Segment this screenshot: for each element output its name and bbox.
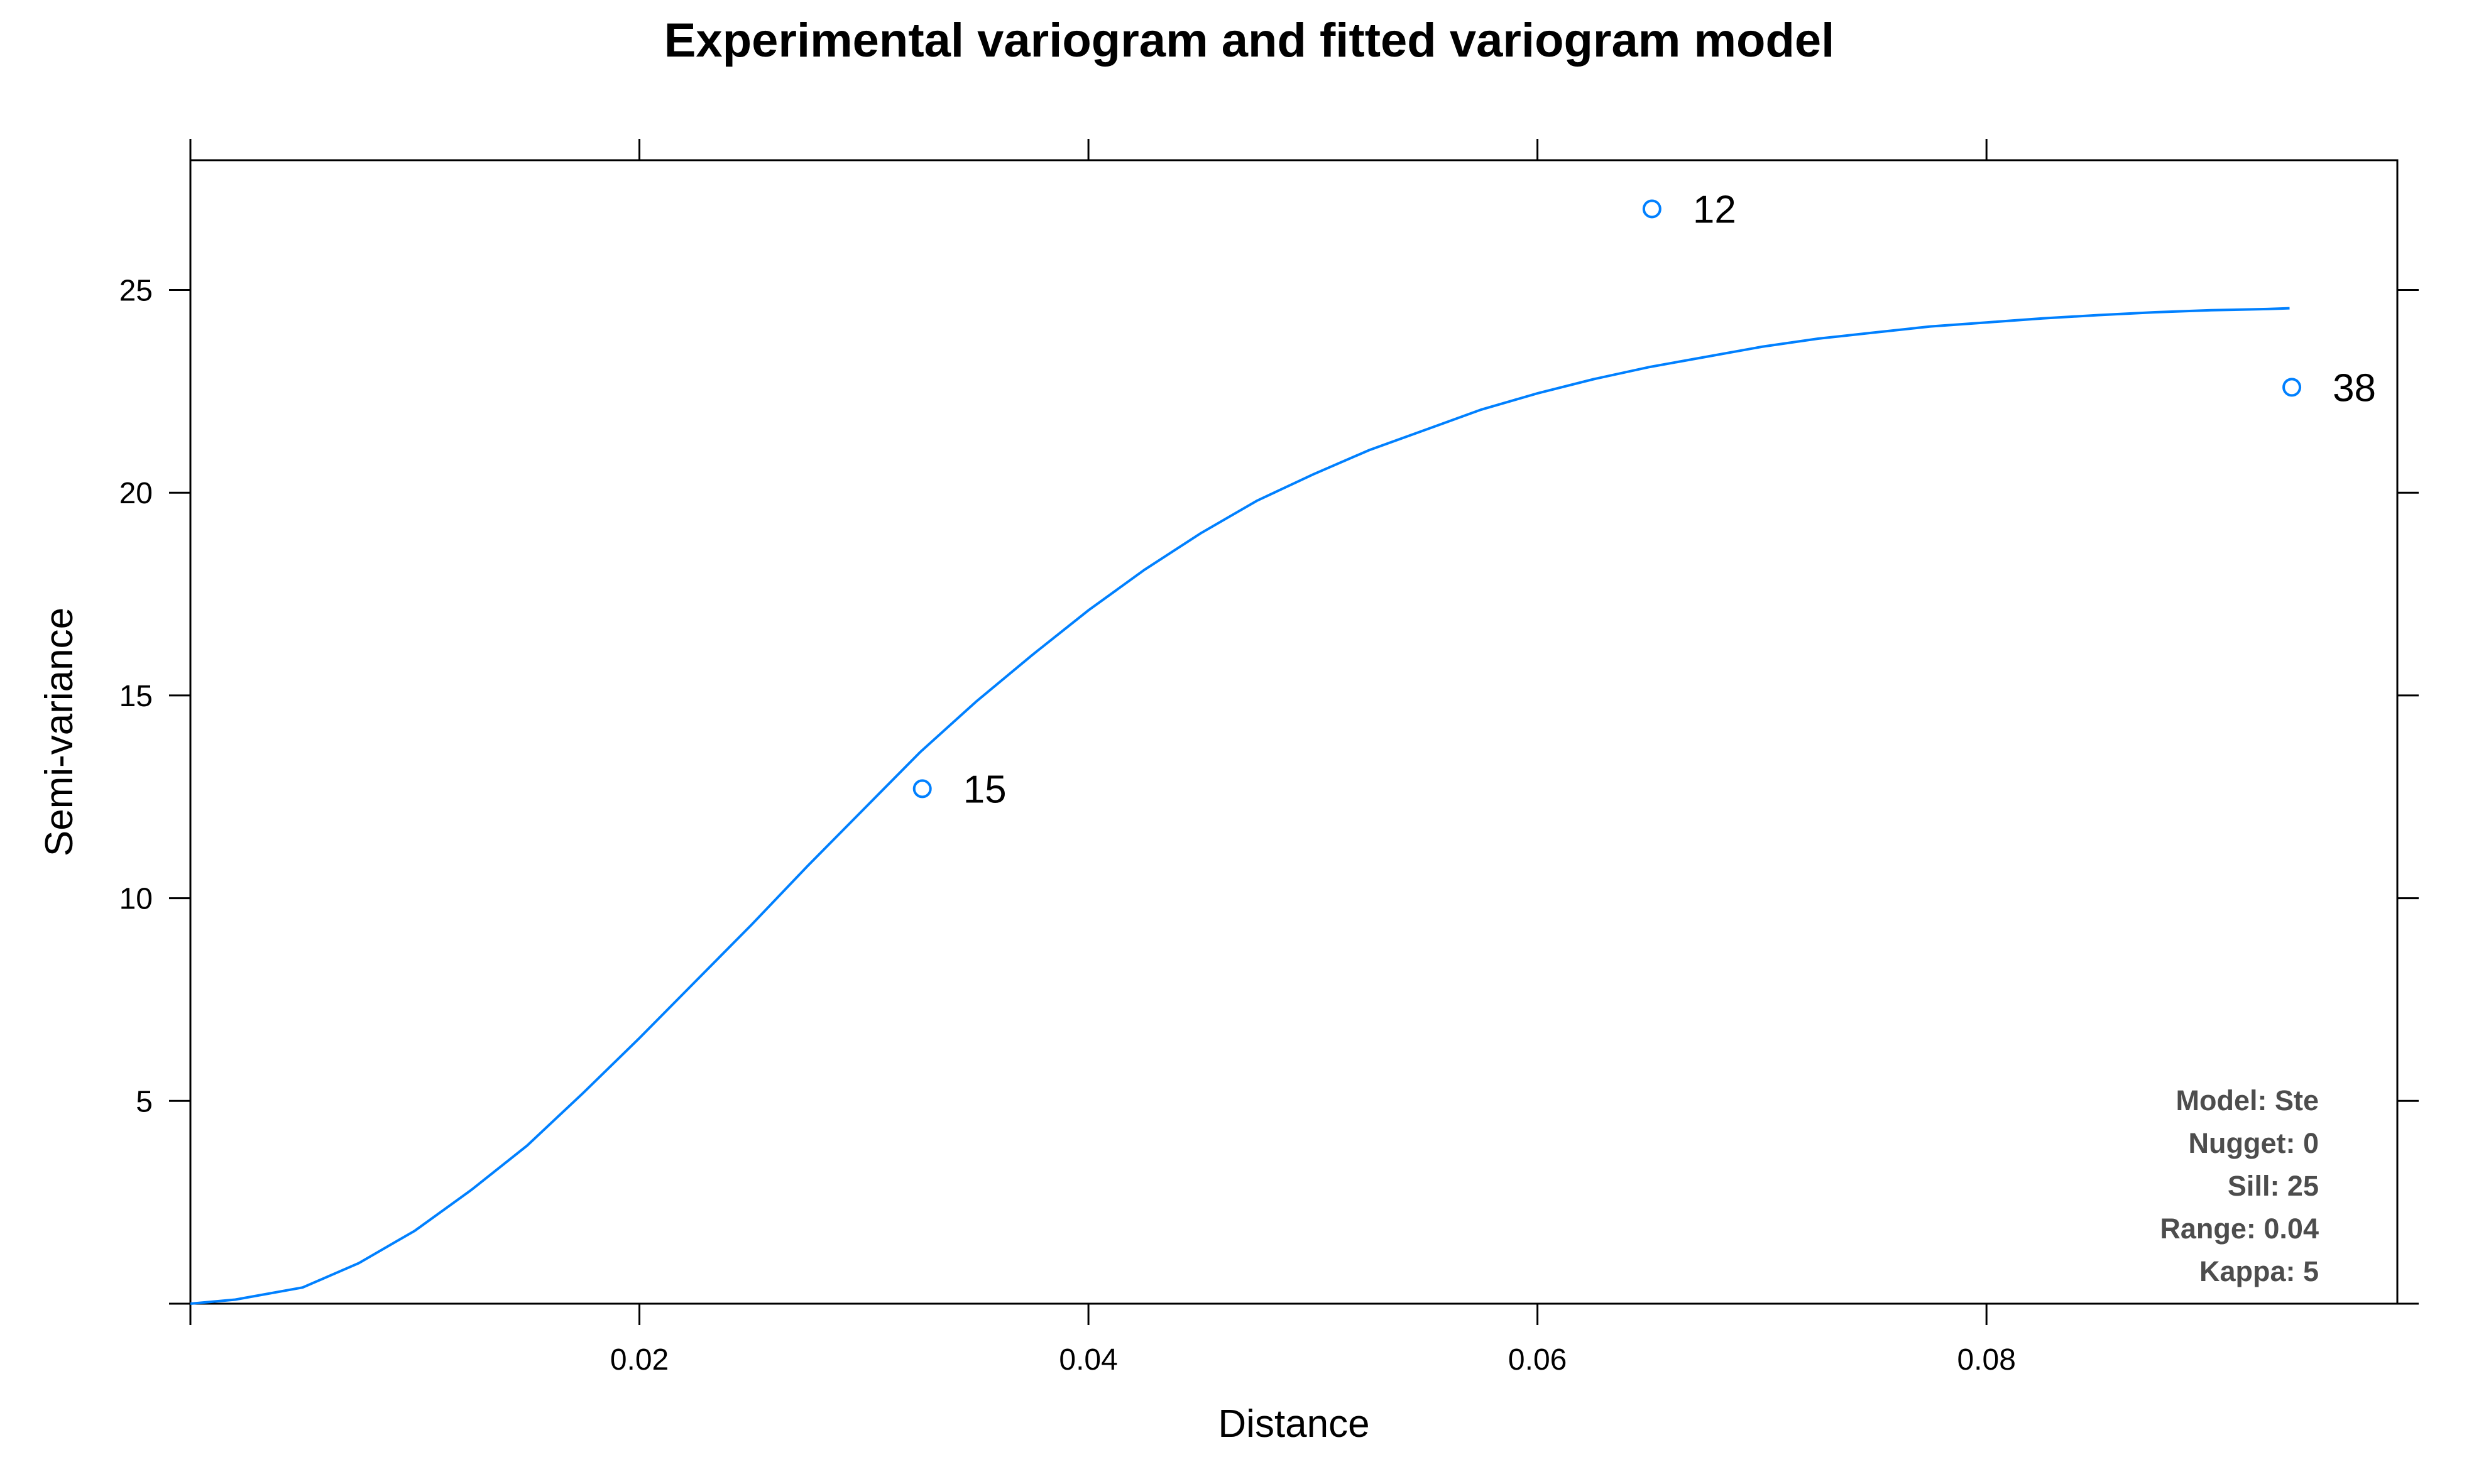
y-axis-right-ticks <box>2397 289 2419 1305</box>
y-tick-label: 10 <box>119 883 153 916</box>
y-tick-label: 20 <box>119 477 153 510</box>
chart-title: Experimental variogram and fitted variog… <box>664 14 1835 67</box>
model-annotation: Model: Ste <box>2176 1084 2319 1116</box>
model-info-annotations: Model: Ste Nugget: 0 Sill: 25 Range: 0.0… <box>2160 1084 2319 1287</box>
plot-frame <box>189 159 2399 1305</box>
y-axis-left-ticks <box>169 289 190 1305</box>
y-axis-tick-labels: 5 10 15 20 25 <box>119 275 153 1119</box>
x-axis-label: Distance <box>1218 1402 1369 1446</box>
x-tick-label: 0.04 <box>1059 1343 1117 1377</box>
nugget-annotation: Nugget: 0 <box>2189 1127 2319 1159</box>
y-tick-label: 15 <box>119 680 153 713</box>
range-annotation: Range: 0.04 <box>2160 1213 2319 1245</box>
point-count-label: 38 <box>2333 366 2376 410</box>
y-tick-label: 5 <box>136 1085 153 1118</box>
y-tick-label: 25 <box>119 275 153 308</box>
x-axis-tick-labels: 0.02 0.04 0.06 0.08 <box>610 1343 2016 1377</box>
variogram-point <box>912 779 932 799</box>
x-tick-label: 0.06 <box>1508 1343 1567 1377</box>
x-axis-top-ticks <box>189 139 1988 160</box>
variogram-point <box>2282 378 2302 397</box>
kappa-annotation: Kappa: 5 <box>2199 1255 2319 1287</box>
x-tick-label: 0.08 <box>1957 1343 2015 1377</box>
point-count-label: 15 <box>963 768 1007 811</box>
experimental-variogram-points <box>912 199 2302 799</box>
x-tick-label: 0.02 <box>610 1343 669 1377</box>
variogram-point <box>1642 199 1661 219</box>
point-count-label: 12 <box>1693 188 1736 231</box>
fitted-variogram-curve <box>190 307 2290 1305</box>
x-axis-bottom-ticks <box>189 1304 1988 1325</box>
point-count-labels: 15 12 38 <box>963 188 2376 811</box>
y-axis-label: Semi-variance <box>38 608 81 856</box>
sill-annotation: Sill: 25 <box>2228 1170 2319 1202</box>
